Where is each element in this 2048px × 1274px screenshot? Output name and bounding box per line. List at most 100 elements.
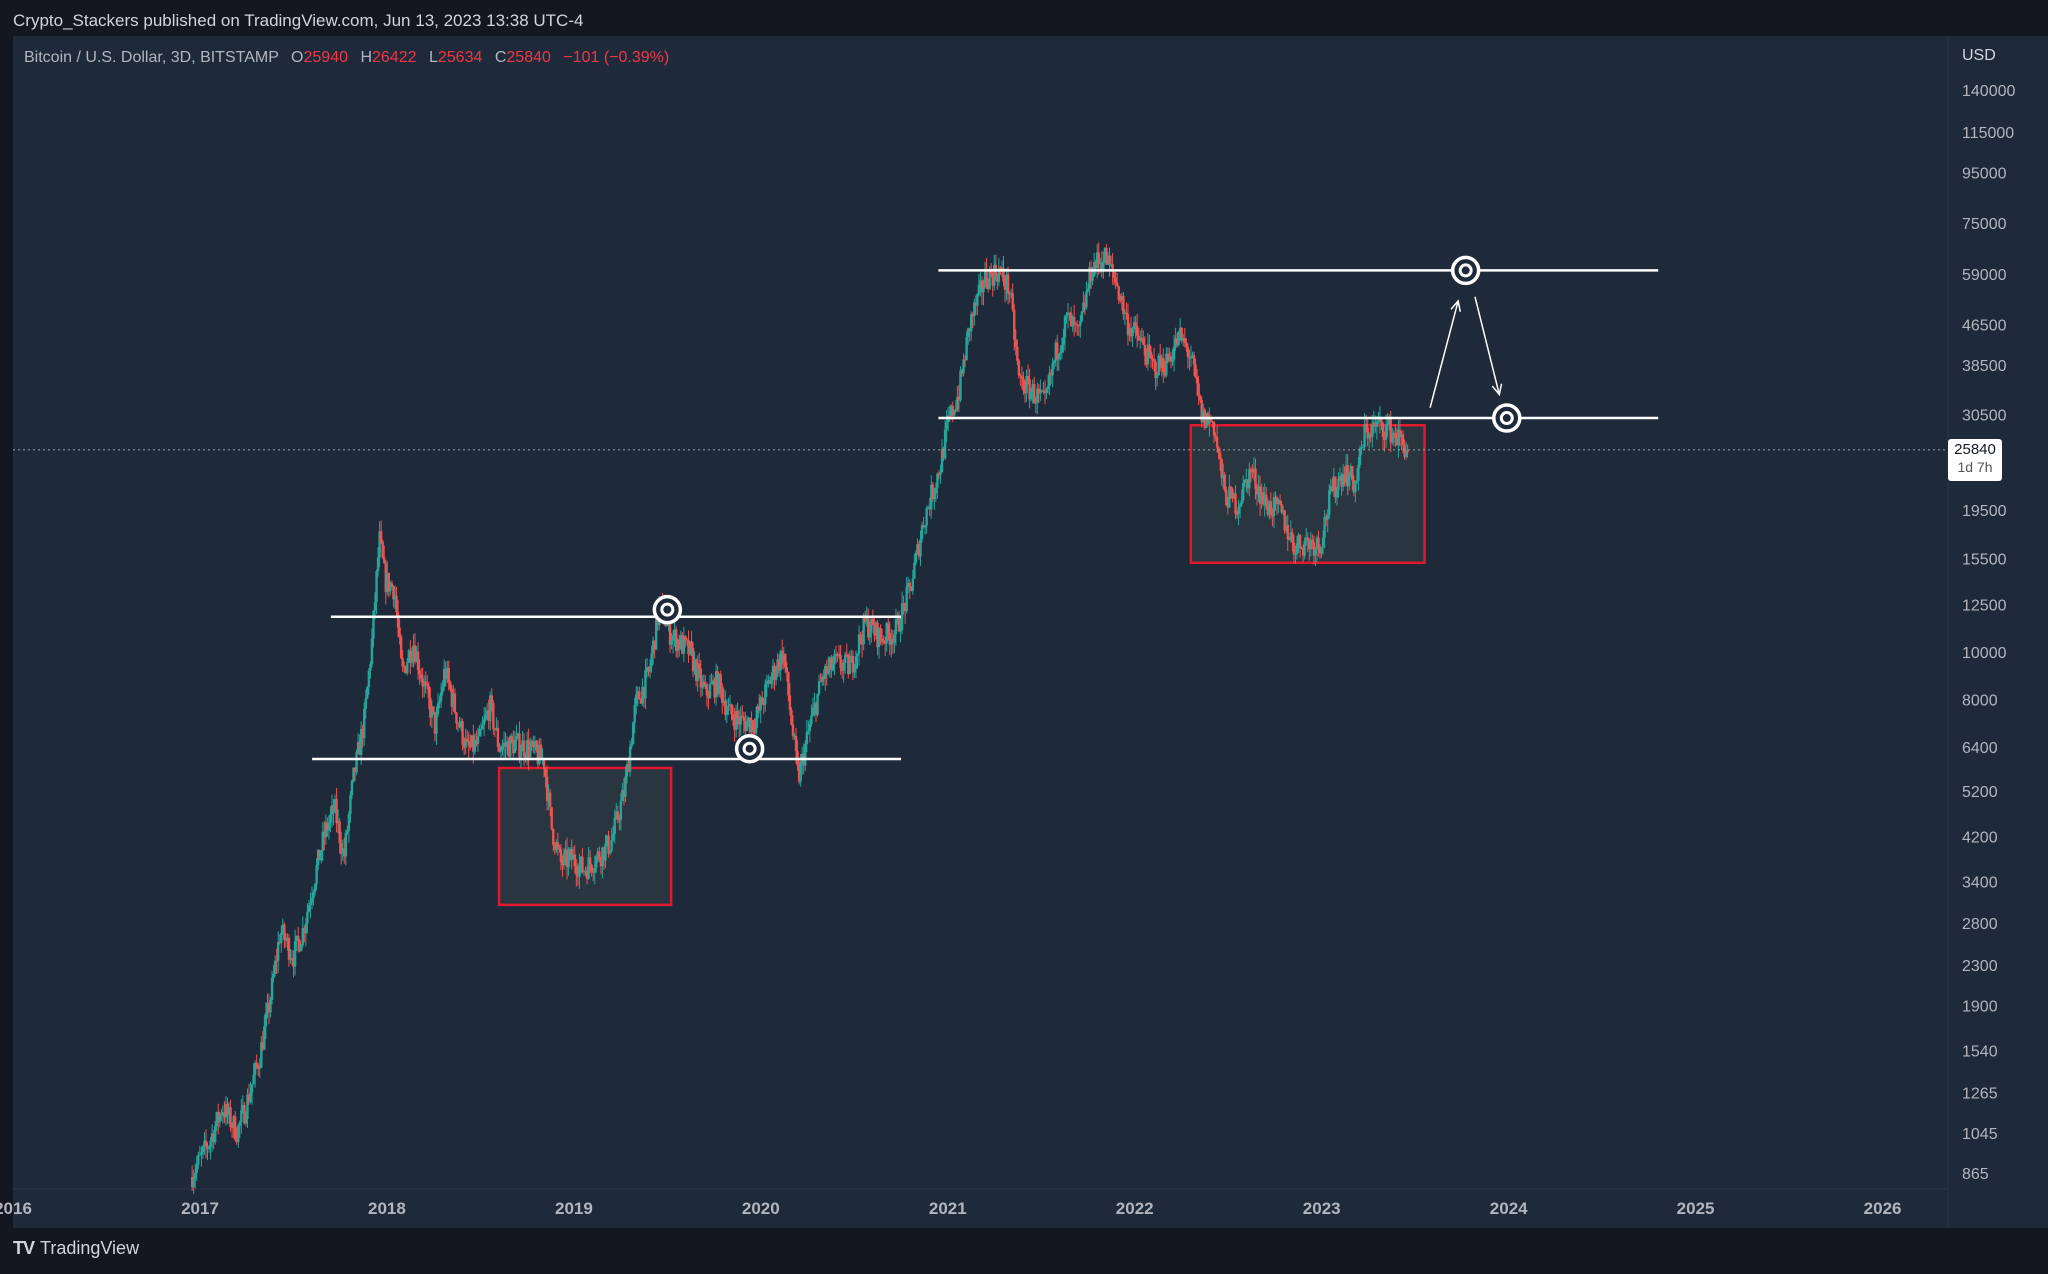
candle-body xyxy=(535,741,538,751)
candle-body xyxy=(390,583,394,587)
candle-body xyxy=(538,744,541,765)
time-tick-label: 2022 xyxy=(1116,1199,1154,1218)
candle-body xyxy=(641,687,644,704)
candle-body xyxy=(810,715,813,725)
candle-body xyxy=(608,850,612,854)
candle-body xyxy=(1397,430,1400,446)
candle-body xyxy=(300,945,303,952)
symbol-name[interactable]: Bitcoin / U.S. Dollar, 3D, BITSTAMP xyxy=(24,49,279,66)
price-tick-label: 2300 xyxy=(1962,958,1998,975)
candle-body xyxy=(615,811,618,819)
candle-body xyxy=(957,396,961,401)
candle-body xyxy=(372,610,375,639)
candle-body xyxy=(908,582,911,587)
candle-body xyxy=(284,939,288,941)
candle-body xyxy=(963,359,967,361)
candle-body xyxy=(338,821,341,844)
candle-body xyxy=(1349,466,1352,477)
candle-body xyxy=(235,1139,238,1142)
candle-body xyxy=(616,811,619,820)
candle-body xyxy=(696,663,699,681)
candle-body xyxy=(691,647,695,672)
candle-body xyxy=(519,751,523,758)
candle-body xyxy=(1115,282,1119,287)
candle-body xyxy=(444,669,447,680)
candle-body xyxy=(1128,328,1131,336)
candle-body xyxy=(1243,479,1246,484)
candle-body xyxy=(567,854,570,868)
candle-body xyxy=(721,686,724,704)
candle-body xyxy=(1052,360,1056,364)
candle-body xyxy=(1049,372,1053,376)
candle-body xyxy=(1306,537,1309,541)
candle-body xyxy=(1076,323,1079,326)
price-axis-background xyxy=(1948,36,2048,1228)
candle-body xyxy=(1294,553,1297,555)
candle-body xyxy=(681,635,684,654)
candle-body xyxy=(954,409,958,411)
target-icon xyxy=(1492,403,1522,433)
price-tick-label: 1045 xyxy=(1962,1126,1998,1143)
candle-body xyxy=(343,848,346,857)
candle-body xyxy=(762,704,765,706)
candle-body xyxy=(951,405,954,416)
candle-body xyxy=(346,830,349,833)
candle-body xyxy=(1205,413,1208,428)
candle-body xyxy=(224,1103,228,1118)
candle-body xyxy=(767,680,770,682)
candle-body xyxy=(1105,247,1108,265)
candle-body xyxy=(363,708,366,739)
candle-body xyxy=(779,650,782,671)
candle-body xyxy=(375,571,378,603)
candle-body xyxy=(883,640,887,644)
candle-body xyxy=(579,856,583,865)
candle-body xyxy=(933,492,936,499)
candle-body xyxy=(1235,513,1239,515)
candle-body xyxy=(770,676,773,684)
candle-body xyxy=(476,736,480,745)
candle-body xyxy=(201,1146,205,1153)
candle-body xyxy=(221,1112,225,1116)
candle-body xyxy=(1102,261,1105,270)
candle-body xyxy=(979,280,982,285)
candle-body xyxy=(974,302,978,306)
candle-body xyxy=(1380,417,1383,424)
candle-body xyxy=(668,619,672,645)
candle-body xyxy=(568,849,572,855)
candle-body xyxy=(1326,515,1329,520)
candle-body xyxy=(707,695,710,699)
candle-body xyxy=(313,883,317,892)
candle-body xyxy=(204,1140,208,1147)
candle-body xyxy=(353,767,357,773)
candle-body xyxy=(1183,338,1187,343)
tradingview-brand[interactable]: TV TradingView xyxy=(13,1238,139,1259)
candle-body xyxy=(765,681,769,685)
candle-body xyxy=(1245,479,1248,481)
candle-body xyxy=(833,654,836,665)
candle-body xyxy=(1368,434,1371,439)
candle-body xyxy=(601,847,604,867)
candle-body xyxy=(533,741,537,748)
candle-body xyxy=(1097,252,1100,263)
candle-body xyxy=(1318,546,1322,554)
candle-body xyxy=(1077,325,1080,327)
candle-body xyxy=(725,710,729,715)
candle-body xyxy=(1314,549,1317,556)
candle-body xyxy=(207,1147,211,1149)
candle-body xyxy=(383,557,386,564)
close-value: 25840 xyxy=(506,49,551,66)
candle-body xyxy=(948,415,951,417)
price-tick-label: 15500 xyxy=(1962,552,2007,569)
candle-body xyxy=(1119,299,1122,301)
candle-body xyxy=(198,1154,202,1156)
candle-body xyxy=(1178,327,1182,332)
candle-body xyxy=(1375,421,1379,427)
candle-body xyxy=(276,942,280,961)
candle-body xyxy=(190,1176,194,1188)
candle-body xyxy=(794,735,798,752)
candle-body xyxy=(1265,494,1268,507)
candle-body xyxy=(937,473,941,476)
publish-info: Crypto_Stackers published on TradingView… xyxy=(13,11,584,30)
candle-body xyxy=(867,615,870,638)
